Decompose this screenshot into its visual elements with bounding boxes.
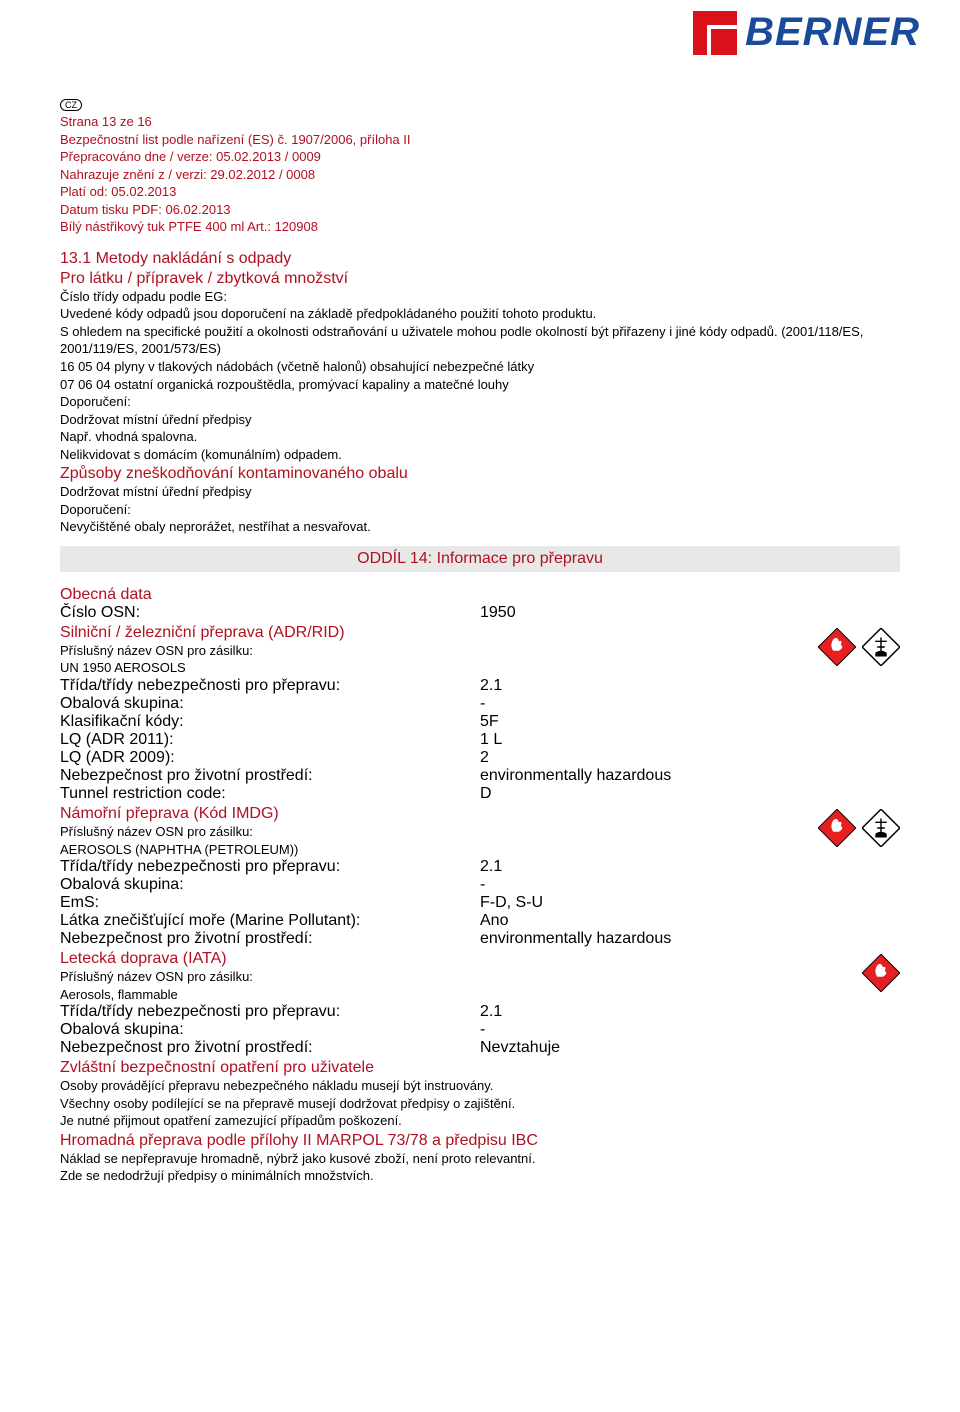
marine-pollutant-icon xyxy=(862,628,900,666)
bulk-p2: Zde se nedodržují předpisy o minimálních… xyxy=(60,1167,900,1185)
tunnel-value: D xyxy=(480,785,900,803)
flammable-hazard-icon xyxy=(818,809,856,847)
header-line: Přepracováno dne / verze: 05.02.2013 / 0… xyxy=(60,148,900,166)
logo-header: BERNER xyxy=(0,0,960,75)
s13-p1: Číslo třídy odpadu podle EG: xyxy=(60,288,900,306)
header-line: Nahrazuje znění z / verzi: 29.02.2012 / … xyxy=(60,166,900,184)
lq2011-value: 1 L xyxy=(480,731,900,749)
marine-value: Ano xyxy=(480,912,900,930)
marine-pollutant-icon xyxy=(862,809,900,847)
lq2009-value: 2 xyxy=(480,749,900,767)
air-shipping-name: Aerosols, flammable xyxy=(60,986,900,1004)
tunnel-label: Tunnel restriction code: xyxy=(60,785,480,803)
class-label: Třída/třídy nebezpečnosti pro přepravu: xyxy=(60,858,480,876)
berner-logo: BERNER xyxy=(693,10,920,55)
s13-p2: Uvedené kódy odpadů jsou doporučení na z… xyxy=(60,305,900,323)
section-14-banner: ODDÍL 14: Informace pro přepravu xyxy=(60,546,900,572)
logo-mark xyxy=(693,11,737,55)
s13-p11: Doporučení: xyxy=(60,501,900,519)
flammable-hazard-icon xyxy=(818,628,856,666)
air-transport-title: Letecká doprava (IATA) xyxy=(60,950,900,968)
s13-p5: 07 06 04 ostatní organická rozpouštědla,… xyxy=(60,376,900,394)
lq2011-label: LQ (ADR 2011): xyxy=(60,731,480,749)
air-packing: - xyxy=(480,1021,900,1039)
shipping-name-label: Příslušný název OSN pro zásilku: xyxy=(60,642,900,660)
sea-env: environmentally hazardous xyxy=(480,930,900,948)
s13-sub1: Pro látku / přípravek / zbytková množstv… xyxy=(60,270,900,288)
s13-p10: Dodržovat místní úřední předpisy xyxy=(60,483,900,501)
header-line: Strana 13 ze 16 xyxy=(60,113,900,131)
marine-label: Látka znečišťující moře (Marine Pollutan… xyxy=(60,912,480,930)
s13-p7: Dodržovat místní úřední předpisy xyxy=(60,411,900,429)
road-env: environmentally hazardous xyxy=(480,767,900,785)
s13-p8: Např. vhodná spalovna. xyxy=(60,428,900,446)
sea-transport-title: Námořní přeprava (Kód IMDG) xyxy=(60,805,900,823)
class-label: Třída/třídy nebezpečnosti pro přepravu: xyxy=(60,1003,480,1021)
un-number-value: 1950 xyxy=(480,604,900,622)
bulk-p1: Náklad se nepřepravuje hromadně, nýbrž j… xyxy=(60,1150,900,1168)
road-shipping-name: UN 1950 AEROSOLS xyxy=(60,659,900,677)
ems-value: F-D, S-U xyxy=(480,894,900,912)
spec-p3: Je nutné přijmout opatření zamezující př… xyxy=(60,1112,900,1130)
env-label: Nebezpečnost pro životní prostředí: xyxy=(60,930,480,948)
spec-p2: Všechny osoby podílející se na přepravě … xyxy=(60,1095,900,1113)
air-env: Nevztahuje xyxy=(480,1039,900,1057)
section-13-1-title: 13.1 Metody nakládání s odpady xyxy=(60,250,900,268)
s13-p12: Nevyčištěné obaly neprorážet, nestříhat … xyxy=(60,518,900,536)
lq2009-label: LQ (ADR 2009): xyxy=(60,749,480,767)
header-line: Platí od: 05.02.2013 xyxy=(60,183,900,201)
bulk-transport-title: Hromadná přeprava podle přílohy II MARPO… xyxy=(60,1132,900,1150)
road-packing: - xyxy=(480,695,900,713)
ems-label: EmS: xyxy=(60,894,480,912)
header-line: Bezpečnostní list podle nařízení (ES) č.… xyxy=(60,131,900,149)
general-data-title: Obecná data xyxy=(60,586,900,604)
document-header: Strana 13 ze 16 Bezpečnostní list podle … xyxy=(60,113,900,236)
road-classcode: 5F xyxy=(480,713,900,731)
s13-sub2: Způsoby zneškodňování kontaminovaného ob… xyxy=(60,465,900,483)
road-class: 2.1 xyxy=(480,677,900,695)
header-line: Bílý nástřikový tuk PTFE 400 ml Art.: 12… xyxy=(60,218,900,236)
s13-p3: S ohledem na specifické použití a okolno… xyxy=(60,323,900,358)
packing-label: Obalová skupina: xyxy=(60,695,480,713)
sea-shipping-name: AEROSOLS (NAPHTHA (PETROLEUM)) xyxy=(60,841,900,859)
packing-label: Obalová skupina: xyxy=(60,876,480,894)
env-label: Nebezpečnost pro životní prostředí: xyxy=(60,767,480,785)
logo-text: BERNER xyxy=(745,10,920,55)
spec-p1: Osoby provádějící přepravu nebezpečného … xyxy=(60,1077,900,1095)
classcode-label: Klasifikační kódy: xyxy=(60,713,480,731)
special-precautions-title: Zvláštní bezpečnostní opatření pro uživa… xyxy=(60,1059,900,1077)
s13-p9: Nelikvidovat s domácím (komunálním) odpa… xyxy=(60,446,900,464)
header-line: Datum tisku PDF: 06.02.2013 xyxy=(60,201,900,219)
flammable-hazard-icon xyxy=(862,954,900,992)
road-transport-title: Silniční / železniční přeprava (ADR/RID) xyxy=(60,624,900,642)
un-number-label: Číslo OSN: xyxy=(60,604,480,622)
air-class: 2.1 xyxy=(480,1003,900,1021)
shipping-name-label: Příslušný název OSN pro zásilku: xyxy=(60,823,900,841)
class-label: Třída/třídy nebezpečnosti pro přepravu: xyxy=(60,677,480,695)
packing-label: Obalová skupina: xyxy=(60,1021,480,1039)
sea-packing: - xyxy=(480,876,900,894)
sea-class: 2.1 xyxy=(480,858,900,876)
s13-p6: Doporučení: xyxy=(60,393,900,411)
cz-tag: CZ xyxy=(60,99,82,111)
env-label: Nebezpečnost pro životní prostředí: xyxy=(60,1039,480,1057)
shipping-name-label: Příslušný název OSN pro zásilku: xyxy=(60,968,900,986)
s13-p4: 16 05 04 plyny v tlakových nádobách (vče… xyxy=(60,358,900,376)
